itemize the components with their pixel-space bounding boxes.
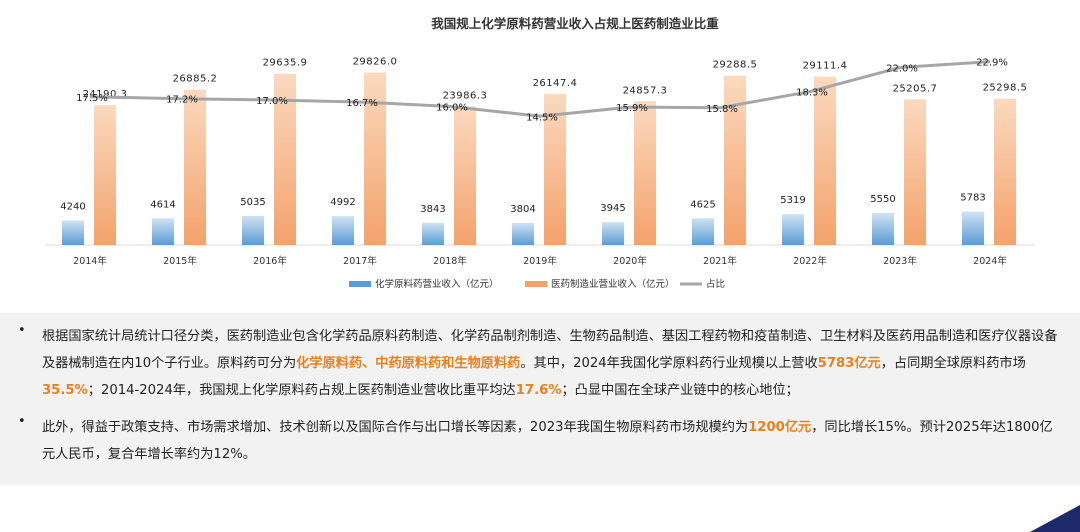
highlight-text: 5783亿元 xyxy=(817,356,881,371)
x-tick-label: 2015年 xyxy=(163,255,197,267)
data-label-chem-api: 3843 xyxy=(420,204,445,215)
data-label-pharma-mfg: 24857.3 xyxy=(623,85,668,96)
notes-panel: • 根据国家统计局统计口径分类，医药制造业包含化学药品原料药制造、化学药品制剂制… xyxy=(0,313,1080,485)
bar-pharma-mfg xyxy=(184,89,206,245)
data-label-chem-api: 5035 xyxy=(240,197,265,208)
bar-chem-api xyxy=(692,218,714,245)
legend-label-pharma-mfg: 医药制造业营业收入（亿元） xyxy=(551,278,675,290)
data-label-ratio: 17.2% xyxy=(166,95,198,106)
data-label-pharma-mfg: 25298.5 xyxy=(983,83,1028,94)
note-paragraph-2: 此外，得益于政策支持、市场需求增加、技术创新以及国际合作与出口增长等因素，202… xyxy=(42,414,1062,468)
data-label-ratio: 22.9% xyxy=(976,58,1008,69)
x-tick-label: 2014年 xyxy=(73,255,107,267)
x-tick-label: 2017年 xyxy=(343,255,377,267)
legend-swatch-pharma-mfg xyxy=(525,281,547,287)
chart-title: 我国规上化学原料药营业收入占规上医药制造业比重 xyxy=(431,16,719,31)
note-paragraph-1: 根据国家统计局统计口径分类，医药制造业包含化学药品原料药制造、化学药品制剂制造、… xyxy=(42,323,1062,404)
bar-chem-api xyxy=(872,212,894,245)
bar-pharma-mfg xyxy=(994,98,1016,246)
data-label-pharma-mfg: 23986.3 xyxy=(443,90,488,101)
highlight-text: 化学原料药、中药原料药和生物原料药 xyxy=(296,356,521,371)
x-tick-label: 2022年 xyxy=(793,255,827,267)
bar-chem-api xyxy=(512,223,534,245)
legend-label-chem-api: 化学原料药营业收入（亿元） xyxy=(375,278,499,290)
data-label-chem-api: 4614 xyxy=(150,199,175,210)
chart-area: 我国规上化学原料药营业收入占规上医药制造业比重 4240 24190.3 2014年 4… xyxy=(45,16,1035,290)
footer-band xyxy=(0,485,1080,532)
bar-chem-api xyxy=(422,222,444,245)
x-tick-label: 2019年 xyxy=(523,255,557,267)
data-label-chem-api: 4240 xyxy=(60,201,85,212)
data-label-chem-api: 3804 xyxy=(510,204,535,215)
bar-pharma-mfg xyxy=(454,106,476,246)
data-label-pharma-mfg: 26885.2 xyxy=(173,74,218,85)
bar-chem-api xyxy=(782,214,804,245)
data-label-chem-api: 4992 xyxy=(330,197,355,208)
bar-line-chart: 我国规上化学原料药营业收入占规上医药制造业比重 4240 24190.3 2014年 4… xyxy=(45,16,1035,290)
data-label-chem-api: 3945 xyxy=(600,203,625,214)
bar-pharma-mfg xyxy=(364,72,386,245)
data-label-chem-api: 5550 xyxy=(870,194,895,205)
body-text: ；凸显中国在全球产业链中的核心地位； xyxy=(561,383,799,398)
bar-pharma-mfg xyxy=(814,76,836,245)
data-label-pharma-mfg: 29288.5 xyxy=(713,60,758,71)
body-text: ；2014-2024年，我国规上化学原料药占规上医药制造业营收比重平均达 xyxy=(87,383,516,398)
data-label-chem-api: 5783 xyxy=(960,193,985,204)
data-label-ratio: 15.8% xyxy=(706,104,738,115)
bar-chem-api xyxy=(242,215,264,245)
data-label-pharma-mfg: 29826.0 xyxy=(353,57,398,68)
bar-chem-api xyxy=(152,218,174,245)
bullet-icon: • xyxy=(18,323,26,338)
data-label-pharma-mfg: 29111.4 xyxy=(803,61,848,72)
body-text: ，占同期全球原料药市场 xyxy=(880,356,1026,371)
highlight-text: 17.6% xyxy=(515,383,562,398)
data-label-ratio: 15.9% xyxy=(616,103,648,114)
data-label-pharma-mfg: 25205.7 xyxy=(893,83,938,94)
data-label-ratio: 16.0% xyxy=(436,103,468,114)
data-label-ratio: 17.0% xyxy=(256,96,288,107)
x-tick-label: 2020年 xyxy=(613,255,647,267)
bar-pharma-mfg xyxy=(274,73,296,245)
bar-chem-api xyxy=(332,216,354,245)
x-tick-label: 2021年 xyxy=(703,255,737,267)
bullet-icon: • xyxy=(18,414,26,429)
bar-pharma-mfg xyxy=(904,99,926,246)
highlight-text: 35.5% xyxy=(42,383,88,398)
bar-chem-api xyxy=(602,222,624,245)
bar-chem-api xyxy=(962,211,984,245)
body-text: 根据国家统计局统计口径分类，医药制造业包含化学药品原料药制造、化学药品制剂制造、… xyxy=(42,329,1058,371)
bar-chem-api xyxy=(62,220,84,245)
data-label-chem-api: 5319 xyxy=(780,195,805,206)
x-tick-label: 2018年 xyxy=(433,255,467,267)
body-text: 此外，得益于政策支持、市场需求增加、技术创新以及国际合作与出口增长等因素，202… xyxy=(42,420,749,435)
data-label-ratio: 16.7% xyxy=(346,98,378,109)
highlight-text: 1200亿元 xyxy=(748,420,812,435)
bar-pharma-mfg xyxy=(544,93,566,245)
body-text: ，同比增长15%。预计2025年达1800亿元人民币，复合年增长率约为12%。 xyxy=(42,420,1053,462)
data-label-chem-api: 4625 xyxy=(690,199,715,210)
line-ratio xyxy=(89,60,991,118)
bar-pharma-mfg xyxy=(634,101,656,245)
bar-pharma-mfg xyxy=(94,105,116,245)
data-label-ratio: 14.5% xyxy=(526,112,558,123)
legend-label-ratio: 占比 xyxy=(706,278,725,290)
data-label-pharma-mfg: 24190.3 xyxy=(83,89,128,100)
data-label-ratio: 17.5% xyxy=(76,93,108,104)
bar-pharma-mfg xyxy=(724,75,746,245)
data-label-ratio: 22.0% xyxy=(886,64,918,75)
x-tick-label: 2024年 xyxy=(973,255,1007,267)
data-label-pharma-mfg: 26147.4 xyxy=(533,78,578,89)
legend-swatch-chem-api xyxy=(349,281,371,287)
x-tick-label: 2023年 xyxy=(883,255,917,267)
data-label-pharma-mfg: 29635.9 xyxy=(263,58,308,69)
body-text: 。其中，2024年我国化学原料药行业规模以上营收 xyxy=(520,356,818,371)
data-label-ratio: 18.3% xyxy=(796,88,828,99)
corner-decoration xyxy=(1030,505,1080,532)
x-tick-label: 2016年 xyxy=(253,255,287,267)
